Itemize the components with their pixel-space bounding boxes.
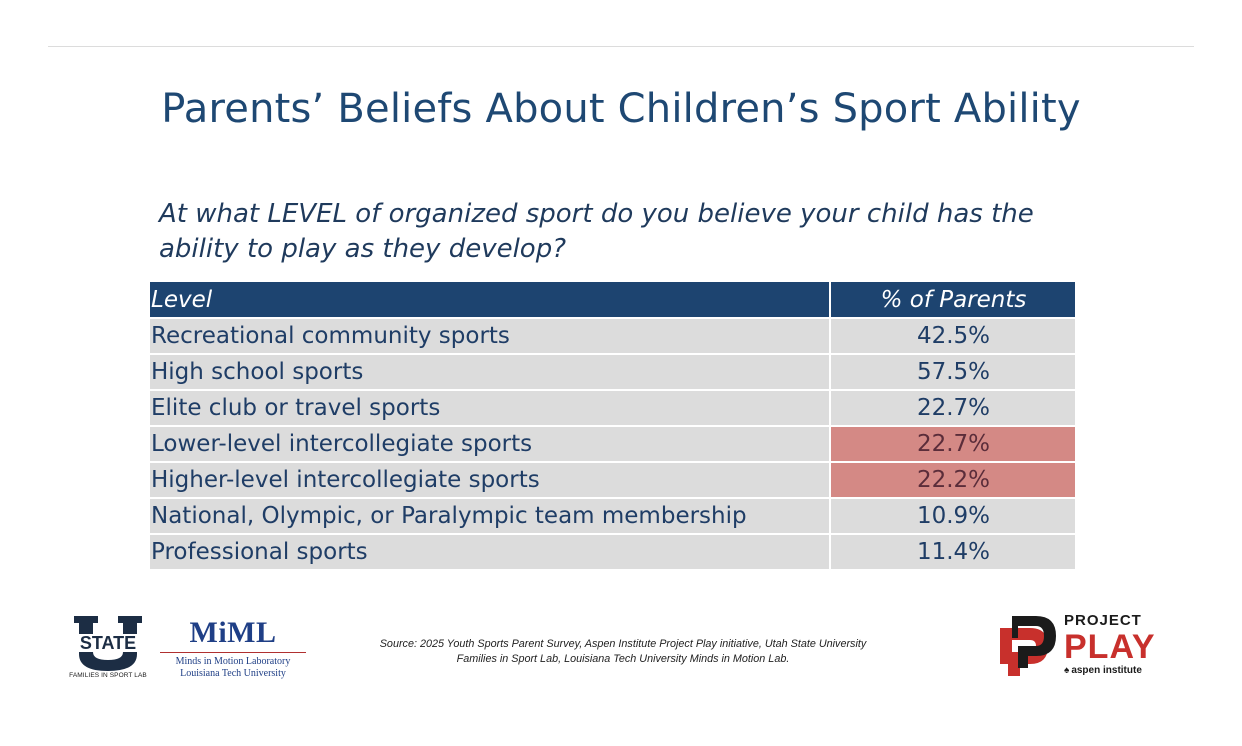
table-row: Professional sports 11.4% bbox=[150, 534, 1075, 571]
table-row: Higher-level intercollegiate sports 22.2% bbox=[150, 462, 1075, 499]
percent-cell: 10.9% bbox=[829, 498, 1075, 535]
level-cell: Lower-level intercollegiate sports bbox=[150, 426, 830, 463]
header-level: Level bbox=[150, 282, 830, 319]
aspen-institute-label: aspen institute bbox=[1071, 665, 1142, 676]
miml-divider bbox=[160, 652, 306, 653]
level-cell: High school sports bbox=[150, 354, 830, 391]
levels-table: Level % of Parents Recreational communit… bbox=[150, 282, 1075, 571]
level-cell: Professional sports bbox=[150, 534, 830, 571]
project-play-logo: PROJECT PLAY ♠ aspen institute bbox=[1064, 612, 1184, 678]
table-row: Recreational community sports 42.5% bbox=[150, 318, 1075, 355]
project-play-mark-icon bbox=[1000, 616, 1056, 676]
usu-caption: FAMILIES IN SPORT LAB bbox=[69, 672, 147, 679]
table-body: Recreational community sports 42.5% High s… bbox=[150, 318, 1075, 571]
survey-question: At what LEVEL of organized sport do you … bbox=[159, 199, 1034, 264]
level-cell: Higher-level intercollegiate sports bbox=[150, 462, 830, 499]
miml-line2: Louisiana Tech University bbox=[180, 668, 286, 679]
source-note: Source: 2025 Youth Sports Parent Survey,… bbox=[379, 638, 867, 665]
usu-wordmark: STATE bbox=[80, 633, 136, 653]
table-row: Lower-level intercollegiate sports 22.7% bbox=[150, 426, 1075, 463]
project-play-project: PROJECT bbox=[1064, 612, 1142, 629]
slide-title: Parents’ Beliefs About Children’s Sport … bbox=[161, 86, 1081, 132]
usu-u-icon: STATE bbox=[70, 616, 146, 671]
percent-cell: 22.2% bbox=[829, 462, 1075, 499]
percent-cell: 22.7% bbox=[829, 390, 1075, 427]
percent-cell: 42.5% bbox=[829, 318, 1075, 355]
table-header-row: Level % of Parents bbox=[150, 282, 1075, 319]
percent-cell: 22.7% bbox=[829, 426, 1075, 463]
header-percent: % of Parents bbox=[829, 282, 1075, 319]
aspen-institute: ♠ aspen institute bbox=[1064, 664, 1184, 678]
miml-logo: MiML Minds in Motion Laboratory Louisian… bbox=[160, 616, 306, 680]
spade-icon: ♠ bbox=[1064, 665, 1070, 676]
usu-logo: STATE bbox=[70, 614, 146, 694]
table-row: National, Olympic, or Paralympic team me… bbox=[150, 498, 1075, 535]
top-divider bbox=[48, 46, 1194, 47]
table-row: Elite club or travel sports 22.7% bbox=[150, 390, 1075, 427]
percent-cell: 57.5% bbox=[829, 354, 1075, 391]
miml-wordmark: MiML bbox=[189, 616, 277, 649]
table-row: High school sports 57.5% bbox=[150, 354, 1075, 391]
project-play-play: PLAY bbox=[1064, 628, 1156, 666]
miml-line1: Minds in Motion Laboratory bbox=[175, 656, 291, 667]
level-cell: Recreational community sports bbox=[150, 318, 830, 355]
level-cell: Elite club or travel sports bbox=[150, 390, 830, 427]
level-cell: National, Olympic, or Paralympic team me… bbox=[150, 498, 830, 535]
percent-cell: 11.4% bbox=[829, 534, 1075, 571]
